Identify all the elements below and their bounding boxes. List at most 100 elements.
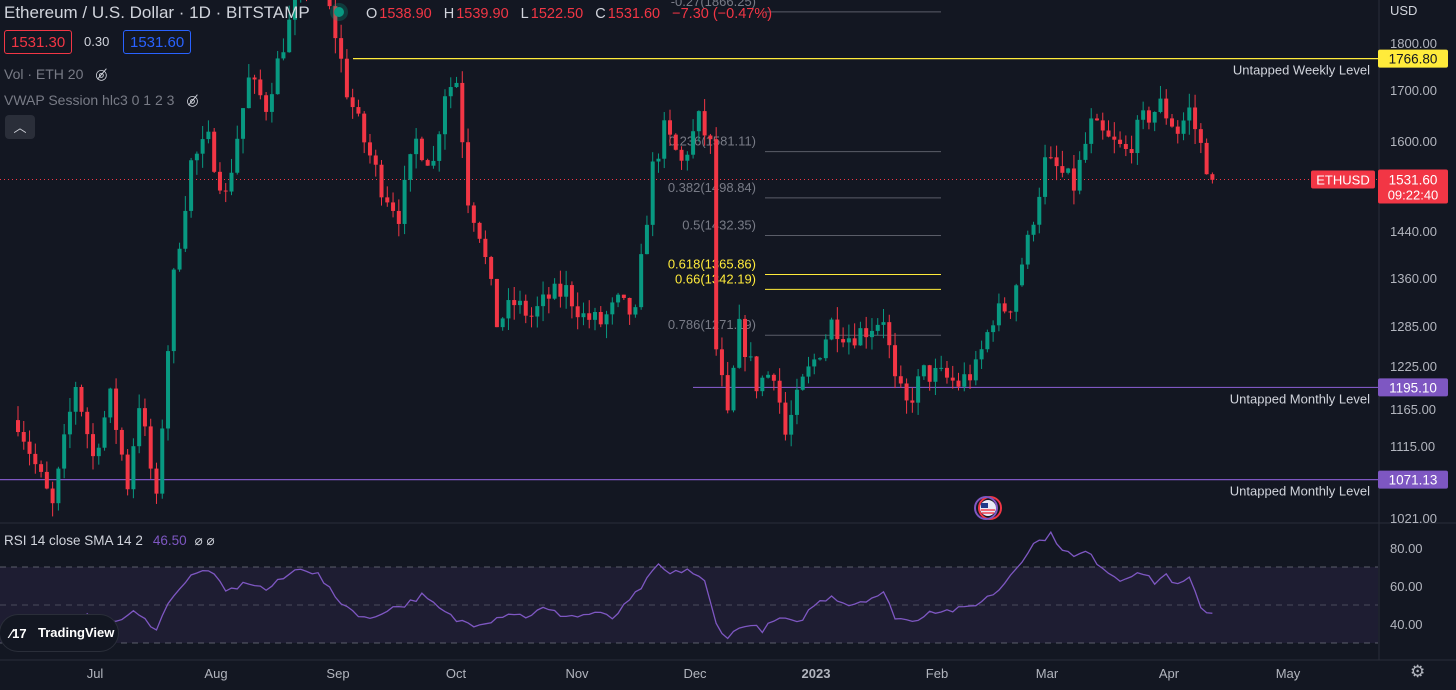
candle-body	[933, 367, 938, 382]
candle-body	[829, 319, 834, 340]
candle-body	[979, 349, 984, 360]
candle-body	[743, 318, 748, 358]
candle-body	[217, 171, 222, 191]
candle-body	[1152, 112, 1157, 123]
candle-body	[575, 306, 580, 318]
price-axis-tick: 1225.00	[1390, 359, 1437, 374]
ohlc-low-key: L	[520, 6, 529, 22]
market-open-dot-icon	[334, 7, 344, 17]
currency-selector[interactable]: USD	[1390, 3, 1418, 18]
time-axis-tick: Sep	[326, 666, 349, 681]
candle-body	[177, 248, 182, 270]
candle-body	[287, 19, 292, 53]
indicator-vwap-label: VWAP Session hlc3 0 1 2 3	[4, 92, 175, 108]
ohlc-change: −7.30 (−0.47%)	[672, 6, 773, 22]
level-price-tag	[1378, 49, 1448, 68]
ohlc-low-value: 1522.50	[530, 6, 584, 22]
candle-body	[685, 154, 690, 161]
time-axis-tick: Jul	[87, 666, 104, 681]
candle-body	[448, 87, 453, 97]
candle-body	[985, 332, 990, 350]
candle-body	[1054, 157, 1059, 167]
symbol-title[interactable]: Ethereum / U.S. Dollar · 1D · BITSTAMP	[4, 3, 310, 22]
candle-body	[1060, 166, 1065, 173]
candle-body	[598, 312, 603, 325]
fib-level-label: 0.5(1432.35)	[682, 217, 756, 232]
last-price-tag	[1378, 169, 1448, 204]
ohlc-high-key: H	[443, 6, 455, 22]
time-axis-tick: Apr	[1159, 666, 1180, 681]
ohlc-open-value: 1538.90	[379, 6, 432, 22]
rsi-label: RSI 14 close SMA 14 2	[4, 533, 143, 548]
candle-body	[610, 302, 615, 315]
candle-body	[1002, 303, 1007, 312]
candle-body	[206, 131, 211, 140]
eye-crossed-icon[interactable]: ◎̸	[95, 66, 108, 82]
candle-body	[950, 377, 955, 381]
candle-body	[327, 0, 332, 7]
candle-body	[748, 356, 753, 358]
candle-body	[194, 153, 199, 161]
tradingview-mark-icon: ⁄17	[10, 626, 27, 641]
candle-body	[910, 400, 915, 403]
indicator-vwap[interactable]: VWAP Session hlc3 0 1 2 3 ◎̸	[4, 92, 199, 109]
candle-body	[1066, 168, 1071, 173]
candle-body	[1193, 107, 1198, 130]
price-axis-tick: 1600.00	[1390, 134, 1437, 149]
candle-body	[1014, 285, 1019, 312]
rsi-value: 46.50	[152, 533, 187, 548]
chevron-up-icon[interactable]: ︿	[5, 115, 35, 139]
candle-body	[402, 179, 407, 224]
candle-body	[973, 359, 978, 381]
candle-body	[806, 366, 811, 377]
candle-body	[927, 365, 932, 382]
candle-body	[1025, 234, 1030, 265]
candle-body	[875, 324, 880, 331]
eye-crossed-icon[interactable]: ◎̸	[186, 92, 199, 108]
candle-body	[1146, 110, 1151, 123]
candle-body	[512, 300, 517, 306]
candle-body	[91, 434, 96, 457]
candle-body	[1037, 196, 1042, 225]
candle-body	[869, 330, 874, 338]
rsi-axis-tick: 40.00	[1390, 617, 1423, 632]
candle-body	[812, 359, 817, 367]
candle-body	[760, 377, 765, 392]
level-price-tag-text: 1766.80	[1389, 52, 1438, 67]
candle-body	[639, 254, 644, 308]
candle-body	[881, 322, 886, 325]
candle-body	[916, 376, 921, 403]
ask-price-button[interactable]: 1531.60	[123, 30, 192, 54]
candle-body	[529, 315, 534, 317]
candle-body	[367, 142, 372, 156]
candle-body	[292, 0, 297, 20]
candle-body	[541, 294, 546, 307]
candle-body	[437, 134, 442, 161]
candle-body	[408, 154, 413, 180]
candle-body	[350, 97, 355, 108]
indicator-vol[interactable]: Vol · ETH 20 ◎̸	[4, 66, 107, 83]
candle-body	[160, 428, 165, 494]
untapped-level-label: Untapped Monthly Level	[1230, 391, 1370, 406]
gear-icon[interactable]: ⚙	[1410, 662, 1426, 681]
bid-price-button[interactable]: 1531.30	[4, 30, 73, 54]
untapped-level-label: Untapped Weekly Level	[1233, 63, 1370, 78]
candle-body	[339, 38, 344, 59]
rsi-line	[17, 530, 1213, 643]
fib-level-label: 0.382(1498.84)	[668, 180, 756, 195]
candle-body	[887, 322, 892, 346]
candle-body	[1094, 118, 1099, 121]
candle-body	[442, 96, 447, 135]
candle-body	[494, 278, 499, 328]
tradingview-logo[interactable]: ⁄17 TradingView	[0, 615, 118, 651]
candle-body	[921, 365, 926, 377]
candle-body	[1048, 157, 1053, 159]
candle-body	[241, 108, 246, 139]
candle-body	[1106, 130, 1111, 137]
candle-body	[466, 142, 471, 206]
rsi-legend[interactable]: RSI 14 close SMA 14 2 46.50 ⌀ ⌀	[4, 533, 215, 549]
candle-body	[223, 190, 228, 192]
candle-body	[558, 283, 563, 297]
candle-body	[246, 77, 251, 109]
